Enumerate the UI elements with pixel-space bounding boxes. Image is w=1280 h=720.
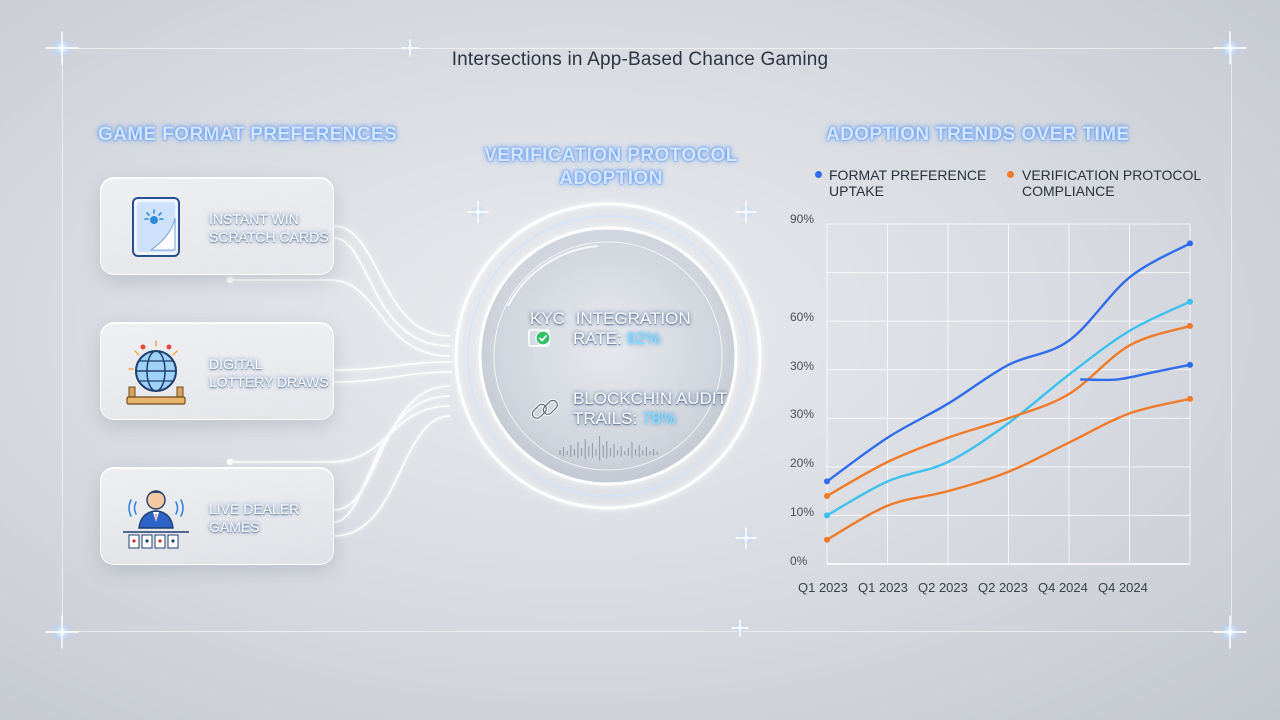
kyc-line1: Integration <box>575 309 691 328</box>
series-point <box>1187 361 1193 368</box>
series-point <box>824 493 830 499</box>
legend-dot-format <box>815 171 822 178</box>
card-digital-lottery[interactable]: Digital Lottery Draws <box>100 322 334 420</box>
legend-format[interactable]: Format Preference Uptake <box>829 167 987 199</box>
x-tick-label: Q1 2023 <box>798 580 848 595</box>
series-point <box>824 536 830 543</box>
series-line <box>825 300 1192 517</box>
series-line <box>825 242 1192 483</box>
live-dealer-label: Live Dealer Games <box>209 501 300 535</box>
y-tick-label: 30% <box>790 407 814 421</box>
blockchain-metric: Blockchin Audit Trails: 78% <box>528 389 727 429</box>
lottery-globe-icon <box>126 340 186 405</box>
series-line <box>825 324 1192 498</box>
y-tick-label: 20% <box>790 456 814 470</box>
x-tick-label: Q2 2023 <box>978 580 1028 595</box>
kyc-rate-value: 92% <box>626 329 661 348</box>
series-point <box>1187 240 1193 247</box>
adoption-line-chart: 0% 10% 20% 30% 30% 60% 90% Q1 2023 Q1 2023 Q2 20… <box>790 212 1193 595</box>
game-format-heading: Game Format Preferences <box>98 124 398 145</box>
adoption-trends-heading: Adoption Trends Over Time <box>826 124 1130 145</box>
series-point <box>824 478 830 485</box>
live-dealer-icon <box>123 490 189 549</box>
verification-ring <box>448 196 768 516</box>
series-point <box>1187 395 1193 402</box>
chain-link-icon <box>530 398 559 420</box>
card-instant-win[interactable]: Instant Win Scratch Cards <box>100 177 334 275</box>
y-tick-label: 10% <box>790 505 814 519</box>
y-tick-label: 60% <box>790 310 814 324</box>
kyc-prefix: KYC <box>530 309 565 328</box>
card-live-dealer[interactable]: Live Dealer Games <box>100 467 334 565</box>
series-line <box>825 397 1192 541</box>
blockchain-trails-label: Trails: <box>573 409 642 428</box>
blockchain-line1: Blockchin Audit <box>573 389 727 408</box>
legend-dot-verification <box>1007 171 1014 178</box>
blockchain-trails-value: 78% <box>641 409 676 428</box>
series-point <box>824 512 830 519</box>
series-point <box>1187 298 1193 305</box>
y-tick-label: 90% <box>790 212 814 226</box>
x-tick-label: Q2 2023 <box>918 580 968 595</box>
x-tick-label: Q1 2023 <box>858 580 908 595</box>
series-point <box>1187 323 1193 329</box>
kyc-rate-label: Rate: <box>573 329 627 348</box>
y-tick-label: 30% <box>790 359 814 373</box>
page-title: Intersections in App-Based Chance Gaming <box>451 49 829 70</box>
verification-heading: Verification Protocol Adoption <box>484 145 738 189</box>
kyc-metric: KYC Integration Rate: 92% <box>528 309 691 349</box>
y-tick-label: 0% <box>790 554 808 568</box>
scratch-card-icon <box>132 197 180 257</box>
panel-frame <box>62 48 1232 632</box>
legend-verification[interactable]: Verification Protocol Compliance <box>1022 167 1202 199</box>
series-line <box>1079 363 1192 382</box>
x-tick-label: Q4 2024 <box>1038 580 1088 595</box>
instant-win-label: Instant Win Scratch Cards <box>209 211 329 245</box>
digital-lottery-label: Digital Lottery Draws <box>209 356 329 390</box>
kyc-check-icon <box>528 329 551 347</box>
x-tick-label: Q4 2024 <box>1098 580 1148 595</box>
